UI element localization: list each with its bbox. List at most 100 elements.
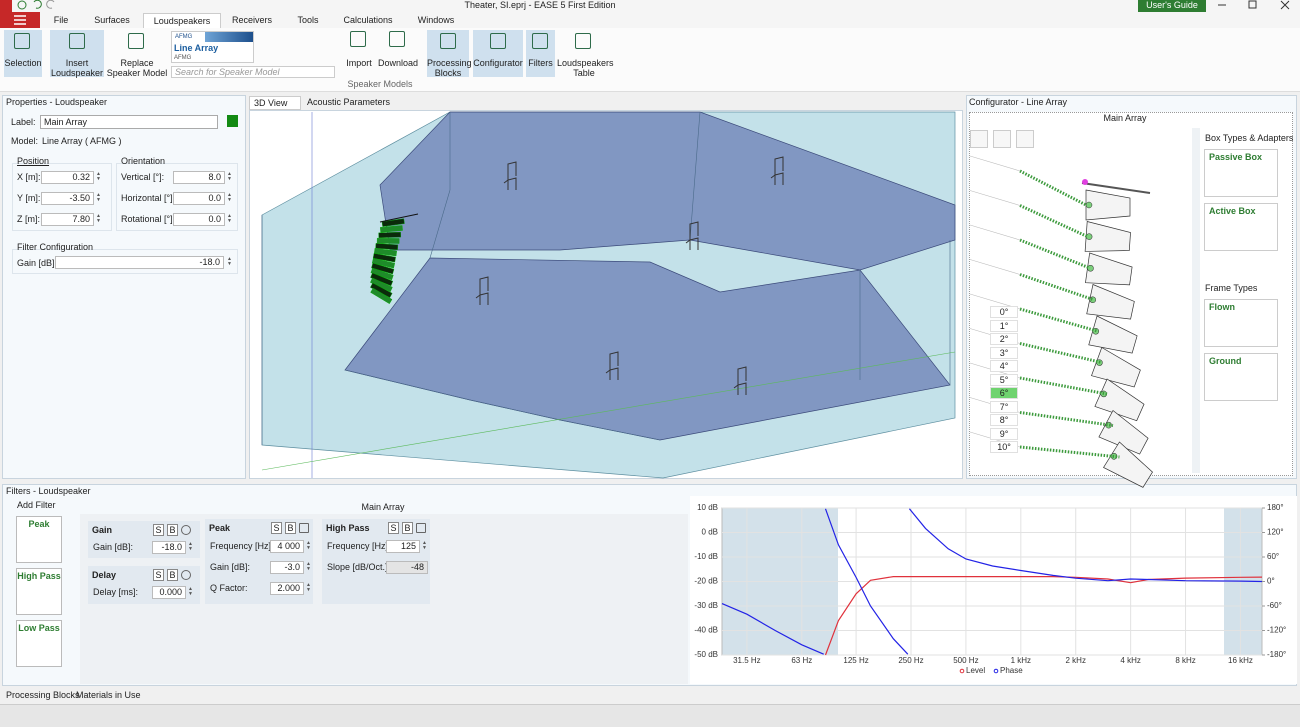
bottom-tab[interactable]: Materials in Use <box>76 690 141 700</box>
filter-param-input[interactable]: -18.0 <box>152 541 186 554</box>
insert-loudspeaker-button[interactable]: Insert Loudspeaker <box>50 30 104 78</box>
configurator-tool[interactable] <box>993 130 1011 148</box>
angle-option[interactable]: 3° <box>990 346 1018 359</box>
filter-type-card[interactable]: High Pass <box>16 568 62 615</box>
spinner[interactable]: ▲ ▼ <box>227 256 232 267</box>
bypass-button[interactable]: B <box>285 522 296 534</box>
angle-option[interactable]: 2° <box>990 333 1018 345</box>
menu-tab[interactable]: File <box>53 15 69 25</box>
configurator-tool[interactable] <box>970 130 988 148</box>
filter-param-input[interactable]: 2.000 <box>270 582 304 595</box>
line-array-3d <box>370 218 405 304</box>
angle-option[interactable]: 6° <box>990 387 1018 399</box>
delete-button[interactable] <box>416 523 426 533</box>
menu-tab[interactable]: Loudspeakers <box>143 13 221 28</box>
spinner[interactable]: ▲ ▼ <box>227 213 232 224</box>
view-tab-active[interactable]: 3D View <box>249 96 301 110</box>
spinner[interactable]: ▲ ▼ <box>227 171 232 182</box>
menu-tab[interactable]: Receivers <box>231 15 272 25</box>
angle-option[interactable]: 5° <box>990 373 1018 386</box>
spinner[interactable]: ▲ ▼ <box>306 582 311 593</box>
y2-tick-label: -120° <box>1267 626 1286 635</box>
filter-param-input[interactable]: -3.0 <box>270 561 304 574</box>
bottom-tab[interactable]: Processing Blocks <box>6 690 80 700</box>
spinner[interactable]: ▲ ▼ <box>306 561 311 572</box>
speaker-search[interactable]: Search for Speaker Model <box>171 66 335 78</box>
import-button[interactable]: Import <box>346 58 372 68</box>
color-swatch[interactable] <box>227 115 238 127</box>
view-tab[interactable]: Acoustic Parameters <box>307 97 391 107</box>
filter-param-input[interactable]: 125 <box>386 540 420 553</box>
pickup-point <box>1082 179 1088 185</box>
configurator-button[interactable]: Configurator <box>473 30 523 77</box>
field-input[interactable]: -3.50 <box>41 192 94 205</box>
solo-button[interactable]: S <box>153 524 164 536</box>
field-input[interactable]: 0.0 <box>173 192 225 205</box>
angle-option[interactable]: 4° <box>990 360 1018 372</box>
filter-type-card[interactable]: Peak <box>16 516 62 563</box>
users-guide-button[interactable]: User's Guide <box>1138 0 1206 12</box>
angle-option[interactable]: 7° <box>990 400 1018 413</box>
active-box-card[interactable]: Active Box <box>1204 203 1278 251</box>
angle-option[interactable]: 9° <box>990 427 1018 440</box>
ground-card[interactable]: Ground <box>1204 353 1278 401</box>
angle-option[interactable]: 1° <box>990 319 1018 332</box>
passive-box-card[interactable]: Passive Box <box>1204 149 1278 197</box>
label-input[interactable]: Main Array <box>40 115 218 129</box>
flown-card[interactable]: Flown <box>1204 299 1278 347</box>
solo-button[interactable]: S <box>153 569 164 581</box>
angle-option[interactable]: 0° <box>990 306 1018 318</box>
spinner[interactable]: ▲ ▼ <box>96 171 101 182</box>
menu-tab[interactable]: Calculations <box>343 15 393 25</box>
menu-tab[interactable]: Tools <box>297 15 319 25</box>
spinner[interactable]: ▲ ▼ <box>96 213 101 224</box>
field-input[interactable]: 0.32 <box>41 171 94 184</box>
field-input[interactable]: 0.0 <box>173 213 225 226</box>
delete-button[interactable] <box>299 523 309 533</box>
configurator-tool[interactable] <box>1016 130 1034 148</box>
array-box-body <box>1103 441 1153 488</box>
selection-button[interactable]: Selection <box>4 30 42 77</box>
toggle-button[interactable] <box>181 570 191 580</box>
loudspeakers-table-button[interactable]: Loudspeakers Table <box>557 58 614 78</box>
menu-tab[interactable]: Surfaces <box>94 15 130 25</box>
filters-button[interactable]: Filters <box>526 30 555 77</box>
spinner[interactable]: ▲ ▼ <box>188 541 193 552</box>
spinner[interactable]: ▲ ▼ <box>227 192 232 203</box>
processing-blocks-button[interactable]: Processing Blocks <box>427 30 472 78</box>
solo-button[interactable]: S <box>388 522 399 534</box>
y2-tick-label: -180° <box>1267 650 1286 659</box>
frame-types-heading: Frame Types <box>1205 283 1258 293</box>
filter-param-input[interactable]: 4 000 <box>270 540 304 553</box>
series-line <box>721 508 1263 655</box>
filter-param-input[interactable]: -48 <box>386 561 428 574</box>
solo-button[interactable]: S <box>271 522 282 534</box>
spinner[interactable]: ▲ ▼ <box>306 540 311 551</box>
filter-param-input[interactable]: 0.000 <box>152 586 186 599</box>
angle-option[interactable]: 8° <box>990 414 1018 426</box>
filter-config-heading: Filter Configuration <box>17 242 94 252</box>
field-input[interactable]: 7.80 <box>41 213 94 226</box>
array-box-3d <box>375 243 399 251</box>
gain-input[interactable]: -18.0 <box>55 256 224 269</box>
array-box-body <box>1094 378 1145 422</box>
filter-type-card[interactable]: Low Pass <box>16 620 62 667</box>
field-input[interactable]: 8.0 <box>173 171 225 184</box>
filter-block-name: Peak <box>209 523 231 533</box>
bypass-button[interactable]: B <box>167 569 178 581</box>
angle-option[interactable]: 10° <box>990 441 1018 453</box>
speaker-card-model: Line Array <box>174 43 219 53</box>
spinner[interactable]: ▲ ▼ <box>188 586 193 597</box>
toggle-button[interactable] <box>181 525 191 535</box>
spinner[interactable]: ▲ ▼ <box>96 192 101 203</box>
spinner[interactable]: ▲ ▼ <box>422 540 427 551</box>
download-button[interactable]: Download <box>377 58 419 68</box>
menu-tab[interactable]: Windows <box>417 15 455 25</box>
close[interactable] <box>1280 0 1290 10</box>
ribbon-icon <box>532 33 548 49</box>
bypass-button[interactable]: B <box>402 522 413 534</box>
filter-block-name: Delay <box>92 570 117 580</box>
maximize[interactable] <box>1248 0 1257 9</box>
replace-model-button[interactable]: Replace Speaker Model <box>106 58 168 78</box>
bypass-button[interactable]: B <box>167 524 178 536</box>
